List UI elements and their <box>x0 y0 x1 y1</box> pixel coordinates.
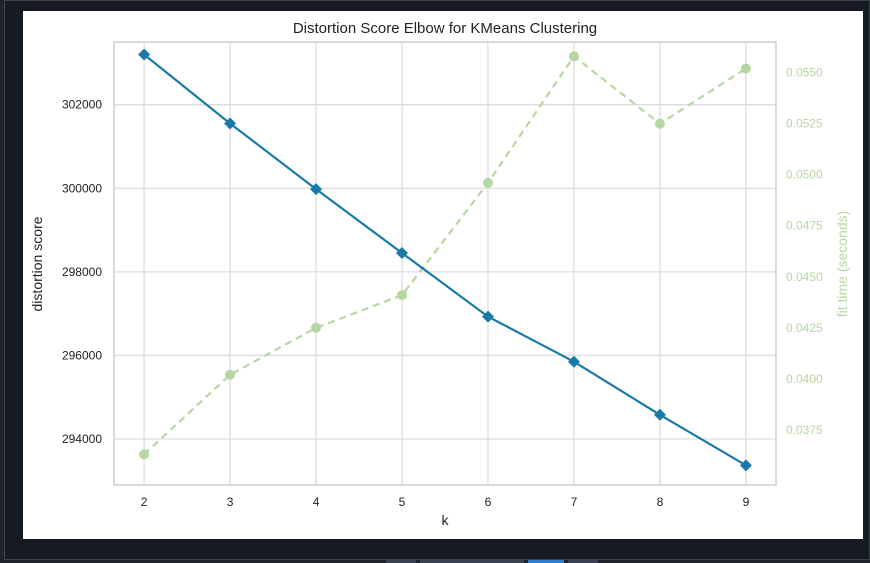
fit-time-point <box>397 290 408 301</box>
taskbar-item <box>420 560 524 563</box>
x-axis-label: k <box>442 512 450 528</box>
chart-figure: 2 3 4 5 6 7 8 9 294000 296000 298000 300000 302000 0.… <box>23 11 863 539</box>
fit-time-point <box>139 449 150 460</box>
window-frame: 2 3 4 5 6 7 8 9 294000 296000 298000 300000 302000 0.… <box>4 0 870 560</box>
y2-tick-label: 0.0400 <box>786 372 823 386</box>
distortion-point <box>396 247 409 260</box>
y-tick-label: 294000 <box>62 432 102 446</box>
taskbar-item <box>386 560 416 563</box>
x-tick-label: 5 <box>399 495 406 509</box>
y2-tick-label: 0.0525 <box>786 117 823 131</box>
x-tick-label: 3 <box>227 495 234 509</box>
x-tick-label: 7 <box>571 495 578 509</box>
taskbar-strip <box>380 558 600 563</box>
distortion-point <box>653 408 666 421</box>
x-tick-label: 8 <box>657 495 664 509</box>
y2-tick-label: 0.0475 <box>786 219 823 233</box>
distortion-point <box>567 355 580 368</box>
plot-area-border <box>113 41 777 486</box>
distortion-point <box>739 459 752 472</box>
x-tick-label: 6 <box>485 495 492 509</box>
fit-time-point <box>740 63 751 74</box>
fit-time-point <box>654 118 665 129</box>
y2-tick-label: 0.0500 <box>786 168 823 182</box>
fit-time-point <box>225 369 236 380</box>
taskbar-item <box>568 560 598 563</box>
fit-time-point <box>311 322 322 333</box>
elbow-chart: 2 3 4 5 6 7 8 9 294000 296000 298000 300000 302000 0.… <box>29 20 850 528</box>
fit-time-line <box>143 54 747 456</box>
y-tick-label: 298000 <box>62 265 102 279</box>
y-axis-label: distortion score <box>29 216 45 311</box>
y2-axis-label: fit time (seconds) <box>834 211 850 318</box>
y-tick-label: 300000 <box>62 181 102 195</box>
y-tick-label: 296000 <box>62 348 102 362</box>
x-tick-label: 9 <box>743 495 750 509</box>
y2-tick-label: 0.0375 <box>786 423 823 437</box>
distortion-point <box>310 183 323 196</box>
fit-time-point <box>482 177 493 188</box>
chart-title: Distortion Score Elbow for KMeans Cluste… <box>293 20 597 37</box>
fit-time-point <box>568 51 579 62</box>
taskbar-item-active <box>528 560 564 563</box>
x-tick-label: 4 <box>313 495 320 509</box>
x-tick-label: 2 <box>141 495 148 509</box>
distortion-point <box>481 310 494 323</box>
y2-tick-label: 0.0550 <box>786 66 823 80</box>
distortion-line <box>143 53 747 467</box>
distortion-point <box>224 117 237 130</box>
y-tick-label: 302000 <box>62 98 102 112</box>
distortion-point <box>138 48 151 61</box>
y2-tick-label: 0.0450 <box>786 270 823 284</box>
y2-tick-label: 0.0425 <box>786 321 823 335</box>
